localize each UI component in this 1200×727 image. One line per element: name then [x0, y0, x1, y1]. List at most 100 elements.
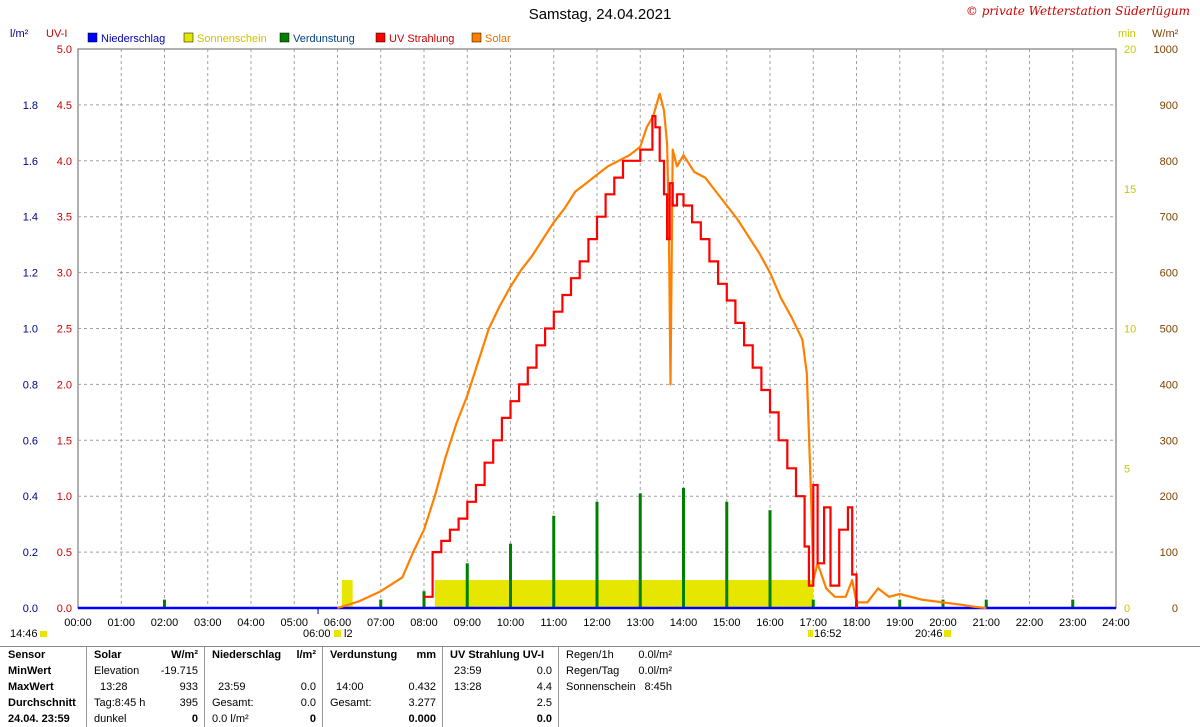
rain-header: Niederschlag [212, 649, 282, 661]
copyright-label: © private Wetterstation Süderlügum [965, 4, 1190, 18]
x-tick-label: 03:00 [194, 617, 222, 629]
left-time-marker: 14:46 [10, 628, 38, 640]
solar-row-label: 13:28 [100, 681, 128, 693]
x-tick-label: 20:00 [929, 617, 957, 629]
uv-row-label: 23:59 [454, 665, 482, 677]
min-tick-label: 15 [1124, 184, 1136, 196]
x-tick-label: 15:00 [713, 617, 741, 629]
evap-row-label: Gesamt: [330, 697, 372, 709]
x-tick-label: 10:00 [497, 617, 525, 629]
rain-row-label: 23:59 [218, 681, 246, 693]
x-tick-label: 19:00 [886, 617, 914, 629]
evaporation-bar [1071, 599, 1075, 608]
evaporation-bar [379, 599, 383, 608]
x-tick-label: 11:00 [540, 617, 567, 629]
evaporation-bar [422, 591, 426, 608]
uv-header: UV Strahlung UV-I [450, 649, 545, 661]
solar-row-value: 933 [179, 681, 198, 693]
min-tick-label: 0 [1124, 603, 1130, 615]
uv-tick-label: 1.5 [57, 435, 72, 447]
rain-tick-label: 0.4 [23, 491, 38, 503]
wm2-tick-label: 100 [1160, 547, 1178, 559]
rain-tick-label: 0.0 [23, 603, 38, 615]
solar-line [337, 92, 987, 610]
min-tick-label: 10 [1124, 324, 1136, 336]
solar-row-value: 395 [179, 697, 198, 709]
solar-row-value: -19.715 [160, 665, 198, 677]
sunset-swatch [944, 630, 951, 637]
sensor-header: Sensor [8, 649, 46, 661]
rain-row-value: 0.0 [300, 697, 316, 709]
uv-tick-label: 0.0 [57, 603, 72, 615]
uv-tick-label: 0.5 [57, 547, 72, 559]
x-tick-label: 05:00 [280, 617, 308, 629]
legend-swatch [183, 32, 194, 43]
avg-label: Durchschnitt [8, 697, 76, 709]
evaporation-bar [768, 510, 772, 608]
rain-row-label: Gesamt: [212, 697, 254, 709]
legend-label: Sonnenschein [197, 33, 267, 45]
extra-row-label: Sonnenschein [566, 681, 636, 693]
x-tick-label: 24:00 [1102, 617, 1130, 629]
rain-tick-label: 1.4 [23, 212, 38, 224]
extra-row-value: 0.0l/m² [638, 649, 672, 661]
evening-time-swatch [808, 630, 813, 637]
x-tick-label: 23:00 [1059, 617, 1087, 629]
evaporation-bar [682, 487, 685, 608]
x-tick-label: 07:00 [367, 617, 395, 629]
evaporation-bar [984, 599, 988, 608]
wm2-tick-label: 800 [1160, 156, 1178, 168]
x-tick-label: 17:00 [799, 617, 827, 629]
uv-tick-label: 2.5 [57, 324, 72, 336]
wm2-tick-label: 1000 [1154, 44, 1178, 56]
evaporation-bar [638, 493, 642, 608]
extra-row-value: 8:45h [644, 681, 672, 693]
min-tick-label: 20 [1124, 44, 1136, 56]
x-tick-label: 12:00 [583, 617, 611, 629]
chart-title: Samstag, 24.04.2021 [528, 6, 672, 23]
wm2-tick-label: 200 [1160, 491, 1178, 503]
wm2-tick-label: 600 [1160, 268, 1178, 280]
uv-tick-label: 5.0 [57, 44, 72, 56]
wm2-tick-label: 0 [1172, 603, 1178, 615]
uv-row-label: 13:28 [454, 681, 482, 693]
x-tick-label: 04:00 [237, 617, 265, 629]
wm2-tick-label: 300 [1160, 435, 1178, 447]
evap-row-value: 0.432 [408, 681, 436, 693]
uv-tick-label: 4.0 [57, 156, 72, 168]
wm2-tick-label: 700 [1160, 212, 1178, 224]
legend-swatch [87, 32, 98, 43]
weather-chart: 00:00 01:00 02:00 03:00 04:00 05:00 06:00 07:00… [10, 28, 1179, 640]
solar-row-label: dunkel [94, 713, 127, 725]
uv-row-value: 0.0 [536, 713, 552, 725]
evap-row-label: 14:00 [336, 681, 364, 693]
x-tick-label: 22:00 [1016, 617, 1044, 629]
max-label: MaxWert [8, 681, 54, 693]
x-tick-label: 08:00 [410, 617, 438, 629]
rain-row-value: 0 [309, 713, 316, 725]
legend-swatch [279, 32, 290, 43]
rain-row-value: 0.0 [300, 681, 316, 693]
legend-swatch [375, 32, 386, 43]
rain-tick-label: 1.8 [23, 100, 38, 112]
evaporation-bar [595, 501, 599, 608]
uv-row-value: 0.0 [536, 665, 552, 677]
uv-tick-label: 4.5 [57, 100, 72, 112]
summary-solar-column: Solar W/m² Elevation -19.715 13:28 933 Tag:… [86, 647, 205, 727]
date-label: 24.04. 23:59 [8, 713, 70, 725]
rain-unit: l/m² [296, 649, 316, 661]
legend-label: Solar [485, 33, 511, 45]
min-label: MinWert [8, 665, 52, 677]
sunshine-bar [341, 580, 353, 608]
uv-axis-unit: UV-I [46, 28, 67, 40]
evap-header: Verdunstung [330, 649, 398, 661]
summary-rain-column: Niederschlag l/m² 23:59 0.0 Gesamt: 0.0 0.0… [204, 647, 323, 727]
evap-row-value: 0.000 [408, 713, 436, 725]
x-tick-label: 13:00 [626, 617, 654, 629]
extra-row-label: Regen/1h [566, 649, 614, 661]
solar-row-label: Elevation [94, 665, 140, 677]
evaporation-bar [811, 599, 815, 608]
solar-unit: W/m² [171, 649, 198, 661]
summary-sensor-column: Sensor MinWert MaxWert Durchschnitt 24.0… [0, 647, 87, 727]
x-tick-label: 14:00 [670, 617, 698, 629]
